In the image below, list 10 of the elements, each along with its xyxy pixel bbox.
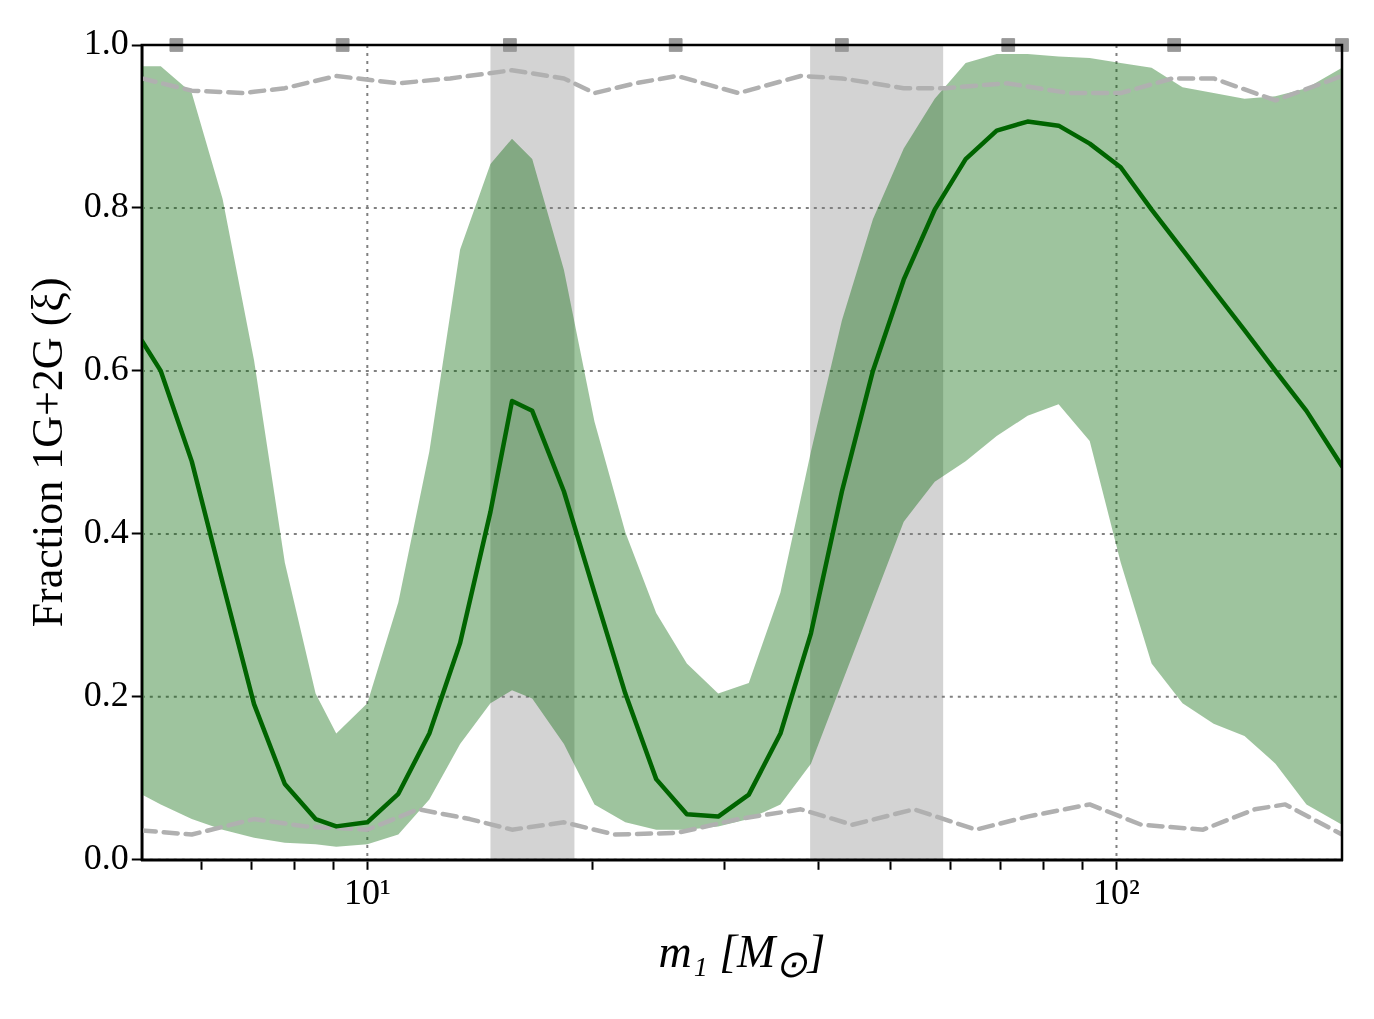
y-axis-title: Fraction 1G+2G (ξ) [22,277,72,628]
x-axis-title: m₁ [M$_{⊙}$] [658,925,826,987]
x-tick-label: 10¹ [343,871,391,912]
y-tick-label: 0.2 [83,674,129,715]
x-tick-label: 10² [1093,871,1140,912]
y-tick-label: 1.0 [83,22,129,63]
y-tick-label: 0.8 [83,185,129,226]
y-tick-label: 0.6 [83,348,129,389]
y-tick-label: 0.4 [83,511,129,552]
y-tick-label: 0.0 [83,837,129,878]
